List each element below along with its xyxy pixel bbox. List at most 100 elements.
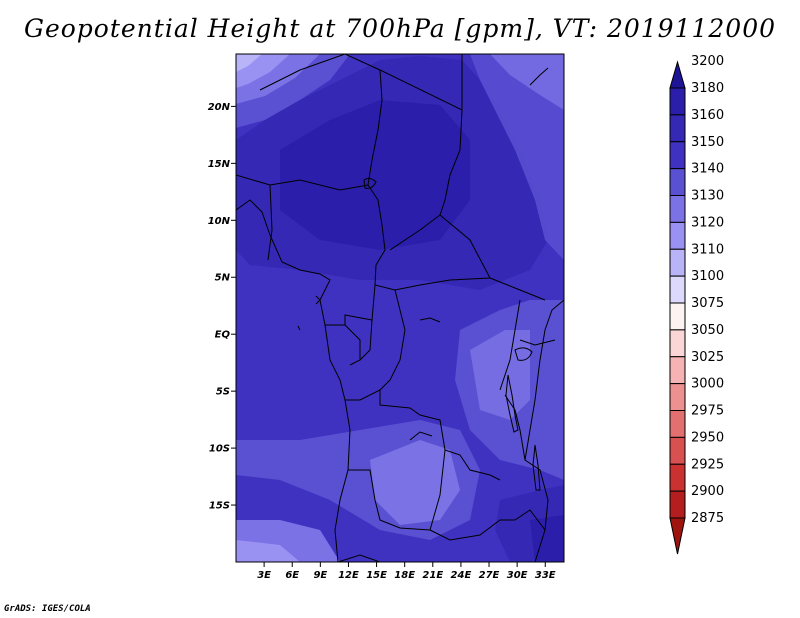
lake-chad <box>363 177 377 189</box>
map-title: Geopotential Height at 700hPa [gpm], VT:… <box>23 14 777 43</box>
lat-tick-label: 20N <box>208 102 231 113</box>
border-14 <box>345 289 406 401</box>
border-24 <box>514 509 546 531</box>
border-22 <box>504 394 526 461</box>
lat-tick-label: 10S <box>209 444 230 455</box>
colorbar-band <box>669 463 686 492</box>
lake-malawi <box>532 444 541 491</box>
colorbar-label: 3100 <box>691 269 724 284</box>
colorbar-band <box>669 195 686 223</box>
geopotential-field <box>236 54 564 562</box>
colorbar-band <box>669 168 686 196</box>
field-3130-east <box>470 330 530 420</box>
colorbar-label: 3150 <box>691 135 724 150</box>
border-6 <box>267 184 273 261</box>
lat-tick-label: 5N <box>215 273 231 284</box>
colorbar-label: 3200 <box>691 54 724 69</box>
field-3170-core <box>280 100 470 250</box>
lake-victoria <box>514 347 533 361</box>
colorbar-label: 3180 <box>691 81 724 96</box>
border-23 <box>337 554 381 562</box>
field-3120-southwest <box>236 540 300 562</box>
river-congo <box>419 317 441 323</box>
colorbar-band <box>669 383 686 411</box>
colorbar-band <box>669 141 686 170</box>
border-20 <box>499 299 521 391</box>
lon-tick-label: 27E <box>479 570 500 581</box>
field-3150-atlantic <box>236 270 345 440</box>
border-10 <box>489 277 546 301</box>
field-3130-northeast <box>490 54 564 110</box>
colorbar-label: 3000 <box>691 377 724 392</box>
colorbar-label: 3025 <box>691 350 724 365</box>
latitude-axis: 20N 15N 10N 5N EQ 5S 10S 15S <box>208 102 236 512</box>
colorbar-label: 2975 <box>691 404 724 419</box>
colorbar-label: 2900 <box>691 484 724 499</box>
lat-tick-label: 5S <box>216 387 230 398</box>
border-13 <box>359 319 373 361</box>
grads-credit: GrADS: IGES/COLA <box>4 604 91 614</box>
colorbar-label: 3120 <box>691 215 724 230</box>
border-11 <box>325 284 376 326</box>
colorbar-label: 3075 <box>691 296 724 311</box>
border-15 <box>379 390 446 451</box>
colorbar-label: 2875 <box>691 511 724 526</box>
coast-red-sea <box>529 67 549 86</box>
border-16 <box>444 449 501 481</box>
lon-tick-label: 30E <box>507 570 528 581</box>
colorbar-band <box>669 275 686 304</box>
colorbar-label: 2950 <box>691 430 724 445</box>
border-19 <box>429 519 515 541</box>
borders <box>236 54 564 562</box>
lat-tick-label: 15S <box>209 501 230 512</box>
border-21 <box>519 339 556 346</box>
colorbar-band <box>669 87 686 116</box>
colorbar-band <box>669 356 686 385</box>
colorbar-label: 3140 <box>691 162 724 177</box>
lon-tick-label: 9E <box>313 570 327 581</box>
colorbar-label: 2925 <box>691 457 724 472</box>
border-8 <box>389 214 441 251</box>
lon-tick-label: 12E <box>338 570 359 581</box>
colorbar-bottom-triangle <box>669 517 686 555</box>
colorbar-band <box>669 410 686 438</box>
field-3170-southeast <box>530 515 564 562</box>
lon-tick-label: 6E <box>285 570 299 581</box>
lat-tick-label: 15N <box>208 159 231 170</box>
lat-tick-label: EQ <box>215 330 231 341</box>
border-5 <box>236 174 369 191</box>
river-kasai <box>409 431 433 441</box>
colorbar-top-triangle <box>669 60 686 89</box>
colorbar-band <box>669 436 686 465</box>
border-1 <box>259 54 346 91</box>
map-frame <box>235 53 565 563</box>
lon-tick-label: 15E <box>366 570 387 581</box>
colorbar-band <box>669 248 686 277</box>
colorbar-label: 3130 <box>691 189 724 204</box>
lat-tick-label: 10N <box>208 216 231 227</box>
colorbar-label: 3050 <box>691 323 724 338</box>
island-bioko <box>315 295 321 305</box>
colorbar-label: 3160 <box>691 108 724 123</box>
field-3110-northwest <box>236 54 262 72</box>
colorbar-label: 3110 <box>691 242 724 257</box>
colorbar-band <box>669 329 686 358</box>
border-12 <box>344 324 361 366</box>
colorbar-band <box>669 221 686 250</box>
border-7 <box>374 224 491 291</box>
lon-tick-label: 18E <box>394 570 415 581</box>
border-3 <box>344 54 463 111</box>
lon-tick-label: 3E <box>257 570 271 581</box>
colorbar-band <box>669 302 686 331</box>
lon-tick-label: 21E <box>422 570 443 581</box>
coastline-east <box>524 299 564 562</box>
field-3140-northeast <box>470 54 564 260</box>
border-2 <box>367 69 383 226</box>
border-17 <box>348 469 431 531</box>
lon-tick-label: 33E <box>535 570 556 581</box>
lon-tick-label: 24E <box>451 570 472 581</box>
colorbar-band <box>669 114 686 143</box>
coastline-west <box>236 199 351 562</box>
longitude-axis: 3E 6E 9E 12E 15E 18E 21E 24E 27E 30E 33E <box>257 562 556 581</box>
